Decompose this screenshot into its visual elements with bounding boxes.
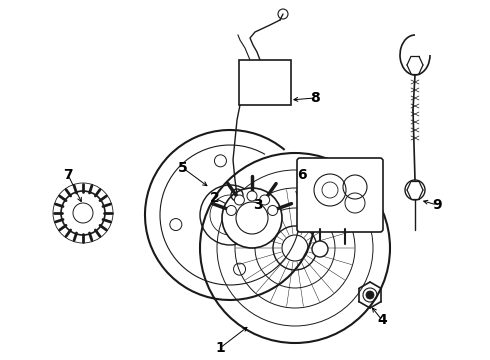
Text: 4: 4 (377, 313, 387, 327)
Text: 9: 9 (432, 198, 442, 212)
Circle shape (234, 195, 245, 205)
Text: 8: 8 (310, 91, 320, 105)
Text: 6: 6 (297, 168, 307, 182)
Circle shape (226, 206, 236, 216)
Bar (239, 60, 291, 105)
Circle shape (222, 188, 282, 248)
Text: 7: 7 (63, 168, 73, 182)
Circle shape (366, 291, 374, 299)
FancyBboxPatch shape (297, 158, 383, 232)
Text: 3: 3 (253, 198, 263, 212)
Circle shape (260, 195, 270, 205)
Text: 1: 1 (215, 341, 225, 355)
Circle shape (268, 206, 278, 216)
Circle shape (247, 191, 257, 201)
Text: 5: 5 (178, 161, 188, 175)
Circle shape (312, 241, 328, 257)
Text: 2: 2 (210, 191, 220, 205)
